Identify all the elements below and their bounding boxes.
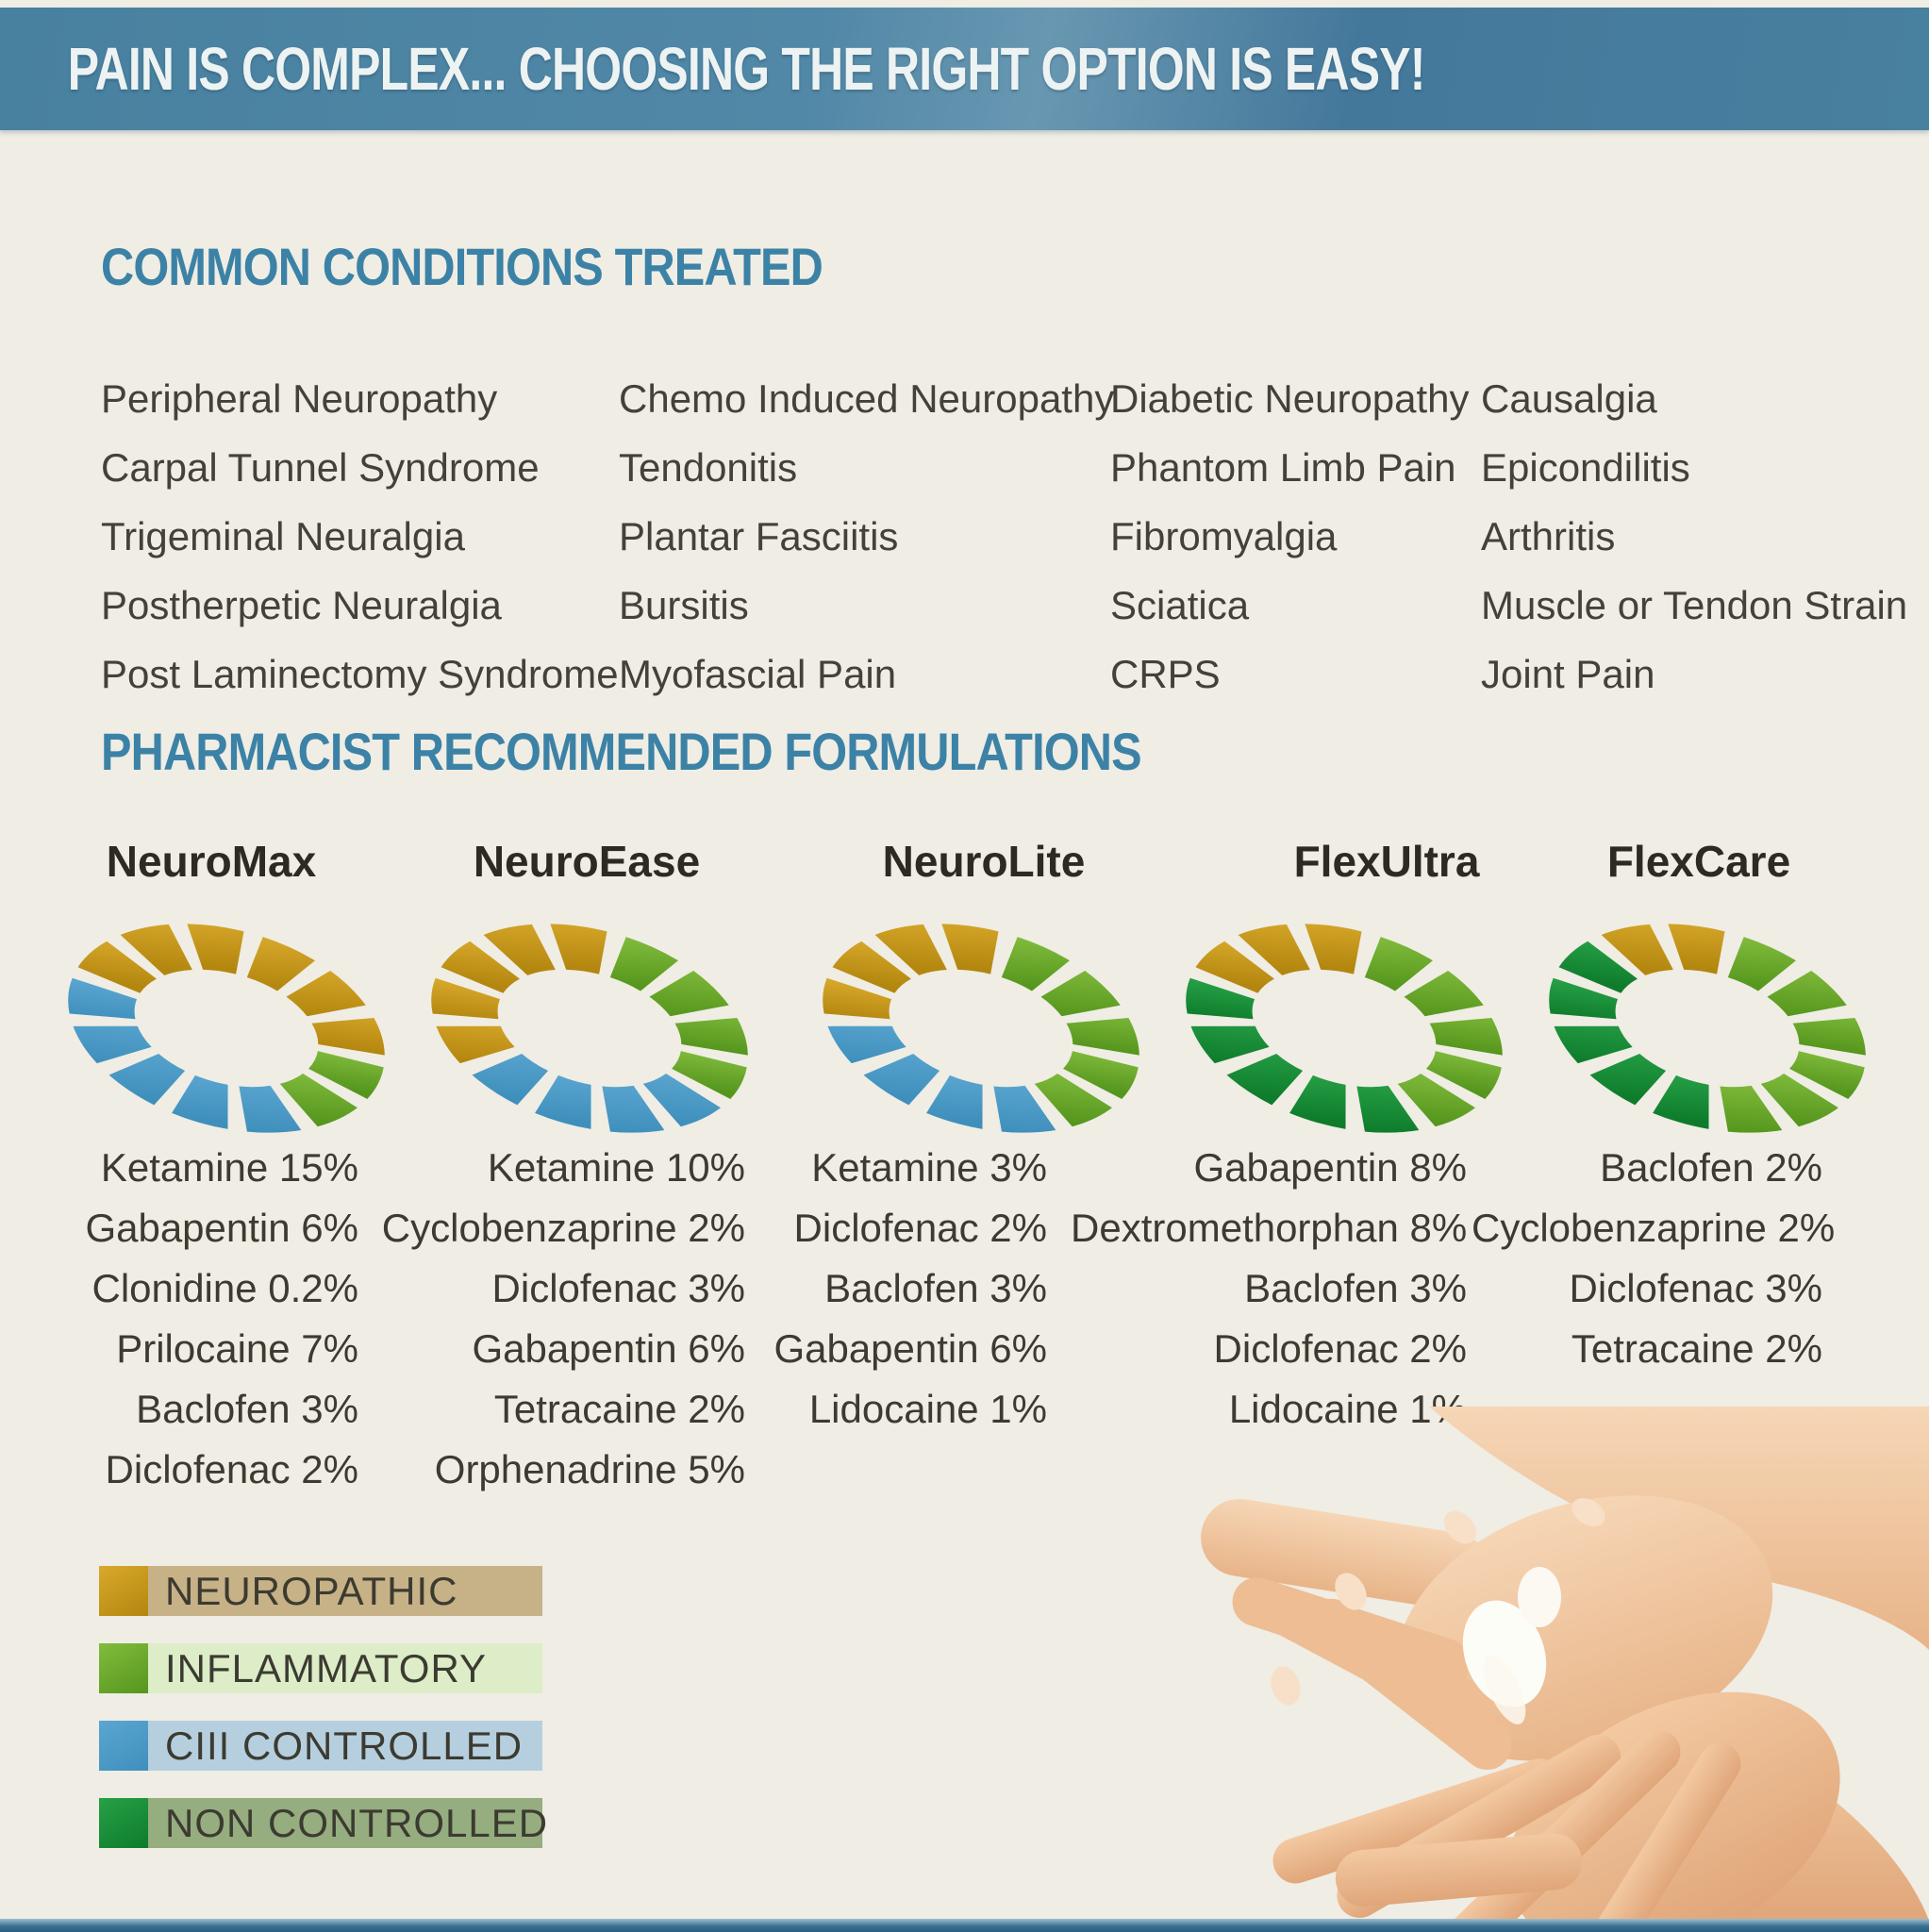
ingredient: Ketamine 10% bbox=[487, 1145, 745, 1190]
ingredient: Diclofenac 2% bbox=[1213, 1326, 1467, 1371]
condition-item: Muscle or Tendon Strain bbox=[1481, 583, 1908, 627]
hands-applying-cream-photo bbox=[844, 1407, 1929, 1921]
condition-item: Postherpetic Neuralgia bbox=[101, 583, 502, 627]
ingredient: Diclofenac 3% bbox=[491, 1266, 745, 1310]
legend-label: NON CONTROLLED bbox=[165, 1800, 549, 1845]
condition-item: Bursitis bbox=[619, 583, 749, 627]
ingredient: Cyclobenzaprine 2% bbox=[1472, 1206, 1836, 1250]
ingredient-list-neurolite: Ketamine 3% Diclofenac 2% Baclofen 3% Ga… bbox=[726, 1138, 1047, 1440]
ingredient-list-neuromax: Ketamine 15% Gabapentin 6% Clonidine 0.2… bbox=[19, 1138, 358, 1500]
condition-item: Peripheral Neuropathy bbox=[101, 376, 498, 421]
ingredient: Orphenadrine 5% bbox=[434, 1447, 745, 1491]
ingredient: Tetracaine 2% bbox=[493, 1387, 745, 1431]
neuropathic-color-swatch bbox=[99, 1566, 148, 1616]
condition-item: Causalgia bbox=[1481, 376, 1657, 421]
ring-chart-neuromax bbox=[57, 891, 396, 1166]
ring-chart-flexcare bbox=[1538, 891, 1877, 1166]
condition-item: Plantar Fasciitis bbox=[619, 514, 899, 558]
bottom-edge-bar bbox=[0, 1919, 1929, 1932]
ingredient: Gabapentin 6% bbox=[85, 1206, 358, 1250]
condition-item: Diabetic Neuropathy bbox=[1110, 376, 1470, 421]
ingredient: Tetracaine 2% bbox=[1571, 1326, 1822, 1371]
product-name-flexcare: FlexCare bbox=[1606, 837, 1791, 886]
condition-item: Post Laminectomy Syndrome bbox=[101, 652, 619, 696]
product-name-neurolite: NeuroLite bbox=[882, 837, 1086, 886]
ingredient: Ketamine 15% bbox=[100, 1145, 358, 1190]
condition-item: Sciatica bbox=[1110, 583, 1250, 627]
condition-item: Fibromyalgia bbox=[1110, 514, 1338, 558]
condition-item: Arthritis bbox=[1481, 514, 1616, 558]
ingredient-list-neuroease: Ketamine 10% Cyclobenzaprine 2% Diclofen… bbox=[349, 1138, 745, 1500]
legend-label: INFLAMMATORY bbox=[165, 1645, 488, 1690]
ingredient: Baclofen 3% bbox=[1244, 1266, 1467, 1310]
ingredient: Baclofen 2% bbox=[1600, 1145, 1822, 1190]
condition-item: Tendonitis bbox=[619, 445, 798, 490]
condition-item: Epicondilitis bbox=[1481, 445, 1690, 490]
ingredient: Gabapentin 6% bbox=[773, 1326, 1047, 1371]
product-name-flexultra: FlexUltra bbox=[1293, 837, 1480, 886]
ingredient: Diclofenac 3% bbox=[1569, 1266, 1822, 1310]
ring-chart-neuroease bbox=[420, 891, 759, 1166]
conditions-grid: Peripheral Neuropathy Chemo Induced Neur… bbox=[101, 376, 1908, 721]
header-banner: PAIN IS COMPLEX... CHOOSING THE RIGHT OP… bbox=[0, 8, 1929, 130]
ingredient: Lidocaine 1% bbox=[808, 1387, 1047, 1431]
ingredient: Prilocaine 7% bbox=[116, 1326, 358, 1371]
ingredient: Lidocaine 1% bbox=[1228, 1387, 1467, 1431]
page-title: PAIN IS COMPLEX... CHOOSING THE RIGHT OP… bbox=[67, 35, 1426, 103]
ring-chart-neurolite bbox=[811, 891, 1151, 1166]
ingredient: Gabapentin 6% bbox=[472, 1326, 745, 1371]
legend-item-neuropathic: NEUROPATHIC bbox=[99, 1566, 542, 1616]
ingredient-list-flexcare: Baclofen 2% Cyclobenzaprine 2% Diclofena… bbox=[1472, 1138, 1836, 1379]
condition-item: Chemo Induced Neuropathy bbox=[619, 376, 1115, 421]
condition-item: Joint Pain bbox=[1481, 652, 1655, 696]
ingredient: Baclofen 3% bbox=[136, 1387, 358, 1431]
condition-item: Myofascial Pain bbox=[619, 652, 897, 696]
product-name-neuroease: NeuroEase bbox=[473, 837, 701, 886]
category-legend: NEUROPATHIC INFLAMMATORY CIII CONTROLLED… bbox=[99, 1566, 547, 1875]
condition-item: Phantom Limb Pain bbox=[1110, 445, 1456, 490]
legend-item-inflammatory: INFLAMMATORY bbox=[99, 1643, 542, 1693]
ingredient: Gabapentin 8% bbox=[1193, 1145, 1467, 1190]
ingredient: Dextromethorphan 8% bbox=[1071, 1206, 1468, 1250]
formulations-section-heading: PHARMACIST RECOMMENDED FORMULATIONS bbox=[101, 722, 1142, 781]
ingredient: Baclofen 3% bbox=[824, 1266, 1047, 1310]
product-name-neuromax: NeuroMax bbox=[106, 837, 317, 886]
condition-item: Trigeminal Neuralgia bbox=[101, 514, 465, 558]
ingredient: Ketamine 3% bbox=[811, 1145, 1047, 1190]
ingredient: Cyclobenzaprine 2% bbox=[381, 1206, 745, 1250]
legend-item-non-controlled: NON CONTROLLED bbox=[99, 1798, 547, 1848]
legend-label: NEUROPATHIC bbox=[165, 1568, 458, 1613]
condition-item: Carpal Tunnel Syndrome bbox=[101, 445, 540, 490]
hands-illustration bbox=[1201, 1407, 1929, 1921]
ingredient: Clonidine 0.2% bbox=[91, 1266, 358, 1310]
conditions-section-heading: COMMON CONDITIONS TREATED bbox=[101, 237, 823, 296]
ingredient-list-flexultra: Gabapentin 8% Dextromethorphan 8% Baclof… bbox=[1071, 1138, 1467, 1440]
condition-item: CRPS bbox=[1110, 652, 1221, 696]
legend-label: CIII CONTROLLED bbox=[165, 1723, 524, 1768]
ciii-controlled-color-swatch bbox=[99, 1721, 148, 1771]
non-controlled-color-swatch bbox=[99, 1798, 148, 1848]
legend-item-ciii-controlled: CIII CONTROLLED bbox=[99, 1721, 542, 1771]
ingredient: Diclofenac 2% bbox=[793, 1206, 1047, 1250]
inflammatory-color-swatch bbox=[99, 1643, 148, 1693]
ingredient: Diclofenac 2% bbox=[105, 1447, 358, 1491]
ring-chart-flexultra bbox=[1174, 891, 1514, 1166]
